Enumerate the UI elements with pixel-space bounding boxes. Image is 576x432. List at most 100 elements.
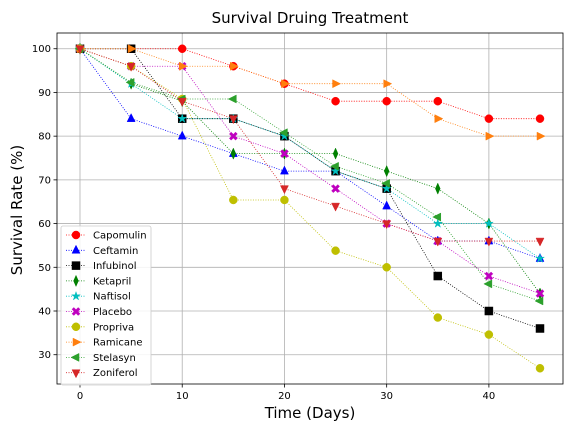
data-point-infubinol <box>484 306 494 316</box>
legend-label-ketapril: Ketapril <box>93 276 131 287</box>
data-point-zoniferol <box>126 62 136 72</box>
data-point-propriva <box>484 330 494 339</box>
legend: Capomulin Ceftamin Infubinol Ketapril Naftis… <box>60 225 152 386</box>
series-line-stelasyn <box>79 48 541 302</box>
axis-ticks: 0 10 20 30 40 30 40 50 60 70 80 90 100 <box>32 44 495 402</box>
data-point-propriva <box>433 313 443 322</box>
data-point-ramicane <box>332 79 342 89</box>
legend-marker-ketapril <box>73 274 79 288</box>
legend-marker-ramicane <box>72 337 82 347</box>
legend-marker-capomulin <box>71 230 81 240</box>
plot-frame <box>56 32 564 385</box>
y-tick-label: 50 <box>38 263 51 274</box>
y-axis-label: Survival Rate (%) <box>8 145 26 275</box>
data-point-infubinol <box>433 271 443 281</box>
legend-label-naftisol: Naftisol <box>93 292 131 303</box>
data-point-stelasyn <box>329 161 339 171</box>
data-point-zoniferol <box>280 185 289 195</box>
data-point-infubinol <box>535 324 545 333</box>
legend-marker-stelasyn <box>70 352 80 362</box>
x-tick-label: 0 <box>77 391 83 402</box>
series-line-propriva <box>79 48 541 369</box>
data-point-stelasyn <box>534 296 544 306</box>
data-point-zoniferol <box>535 237 545 247</box>
data-point-placebo <box>484 271 494 281</box>
legend-label-placebo: Placebo <box>93 307 132 318</box>
data-point-ramicane <box>281 79 291 89</box>
data-point-ketapril <box>383 165 390 178</box>
data-point-stelasyn <box>227 94 237 104</box>
series-lines <box>79 48 541 369</box>
data-point-propriva <box>382 263 391 272</box>
legend-label-infubinol: Infubinol <box>93 261 137 272</box>
data-point-zoniferol <box>433 237 443 247</box>
data-point-zoniferol <box>382 220 392 230</box>
x-axis-label: Time (Days) <box>264 404 356 422</box>
data-point-ramicane <box>178 61 188 71</box>
y-tick-label: 70 <box>38 175 51 186</box>
chart-title: Survival Druing Treatment <box>212 9 409 27</box>
y-tick-label: 90 <box>38 88 51 99</box>
x-tick-label: 10 <box>176 391 189 402</box>
data-point-ramicane <box>485 131 495 141</box>
data-point-placebo <box>280 149 289 158</box>
legend-marker-infubinol <box>71 261 81 270</box>
series-line-naftisol <box>79 48 541 259</box>
y-tick-label: 80 <box>38 132 51 143</box>
data-point-ceftamin <box>280 165 289 175</box>
data-point-propriva <box>280 195 289 205</box>
legend-label-zoniferol: Zoniferol <box>93 368 138 379</box>
x-tick-label: 40 <box>483 391 496 402</box>
legend-label-propriva: Propriva <box>93 322 134 333</box>
legend-label-ramicane: Ramicane <box>93 338 143 349</box>
data-point-zoniferol <box>75 45 85 55</box>
data-point-ketapril <box>332 147 339 160</box>
data-point-ramicane <box>127 44 137 54</box>
data-point-zoniferol <box>177 97 187 107</box>
series-line-ramicane <box>80 48 540 137</box>
data-point-placebo <box>228 131 238 141</box>
data-point-stelasyn <box>381 178 390 188</box>
data-point-ketapril <box>230 147 237 160</box>
y-tick-label: 60 <box>38 219 51 230</box>
data-point-stelasyn <box>483 279 493 289</box>
data-point-placebo <box>535 289 545 298</box>
data-point-ramicane <box>434 114 444 124</box>
legend-label-ceftamin: Ceftamin <box>93 246 138 257</box>
legend-marker-naftisol <box>70 290 82 301</box>
data-point-zoniferol <box>331 202 340 212</box>
data-point-ceftamin <box>126 113 136 122</box>
data-point-capomulin <box>535 114 545 123</box>
legend-marker-placebo <box>71 307 81 316</box>
data-point-zoniferol <box>228 115 238 125</box>
legend-label-capomulin: Capomulin <box>93 231 147 242</box>
series-line-ketapril <box>79 48 541 294</box>
data-point-stelasyn <box>432 212 442 222</box>
data-point-naftisol <box>177 113 188 123</box>
data-point-naftisol <box>432 218 443 228</box>
legend-marker-ceftamin <box>71 244 81 254</box>
data-point-capomulin <box>433 96 443 106</box>
data-point-stelasyn <box>125 77 135 87</box>
series-markers <box>74 42 546 373</box>
data-point-capomulin <box>331 96 340 106</box>
data-point-ketapril <box>435 182 441 195</box>
data-point-zoniferol <box>484 237 494 247</box>
data-point-placebo <box>331 184 340 193</box>
data-point-naftisol <box>483 218 494 228</box>
data-point-capomulin <box>484 114 494 123</box>
data-point-capomulin <box>382 96 391 106</box>
legend-marker-propriva <box>71 322 81 332</box>
data-point-ceftamin <box>382 200 392 210</box>
data-point-capomulin <box>177 44 187 53</box>
y-tick-label: 100 <box>32 44 51 55</box>
legend-label-stelasyn: Stelasyn <box>93 353 136 364</box>
data-point-stelasyn <box>278 128 288 138</box>
data-point-ramicane <box>383 79 393 89</box>
data-point-propriva <box>229 195 238 205</box>
data-point-propriva <box>331 246 340 255</box>
y-tick-label: 40 <box>38 307 51 318</box>
data-point-propriva <box>535 364 545 373</box>
y-tick-label: 30 <box>38 350 51 361</box>
